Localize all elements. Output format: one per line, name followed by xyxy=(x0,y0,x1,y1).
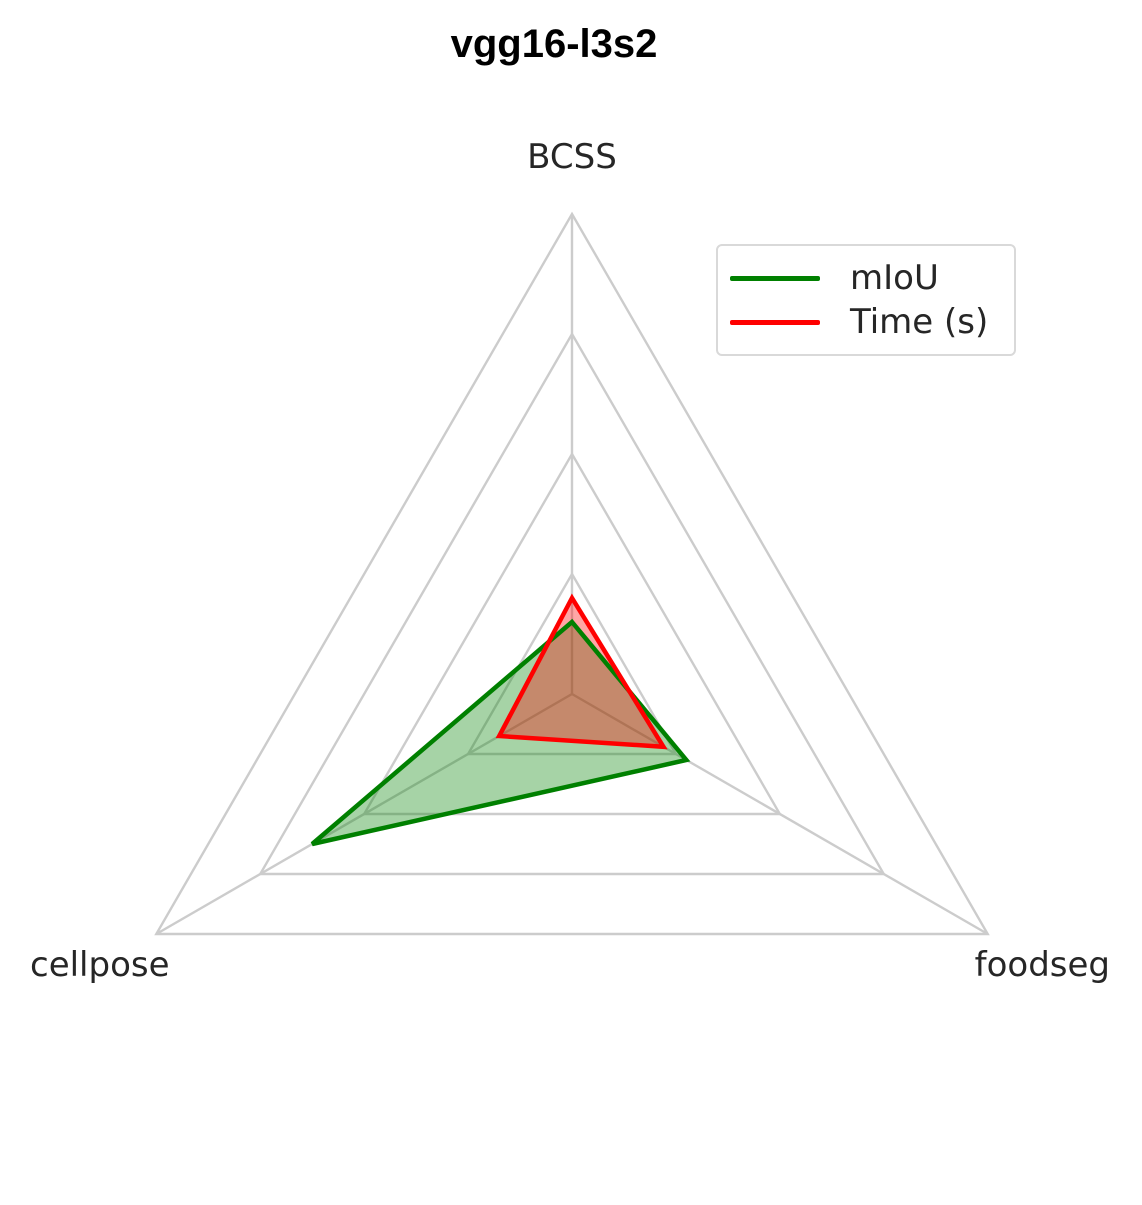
axis-label-cellpose: cellpose xyxy=(30,945,170,985)
chart-title: vgg16-l3s2 xyxy=(450,22,658,66)
grid-ring-4 xyxy=(154,211,990,936)
grid-ring-2 xyxy=(362,451,782,816)
legend-item-miou: mIoU xyxy=(730,258,939,298)
legend: mIoU Time (s) xyxy=(716,244,1016,356)
axis-label-bcss: BCSS xyxy=(527,137,617,177)
spoke-foodseg xyxy=(571,692,989,936)
series-fill-1 xyxy=(499,598,664,747)
legend-swatch-time xyxy=(730,319,820,325)
radar-series xyxy=(310,593,691,847)
axis-label-foodseg: foodseg xyxy=(975,945,1110,985)
legend-swatch-miou xyxy=(730,275,820,281)
series-line-1 xyxy=(495,593,668,750)
legend-label-time: Time (s) xyxy=(850,302,989,342)
grid-ring-3 xyxy=(258,331,886,876)
legend-label-miou: mIoU xyxy=(850,258,939,298)
legend-item-time: Time (s) xyxy=(730,302,988,342)
axis-labels: BCSS foodseg cellpose xyxy=(30,137,1110,985)
radar-grid xyxy=(154,211,990,936)
